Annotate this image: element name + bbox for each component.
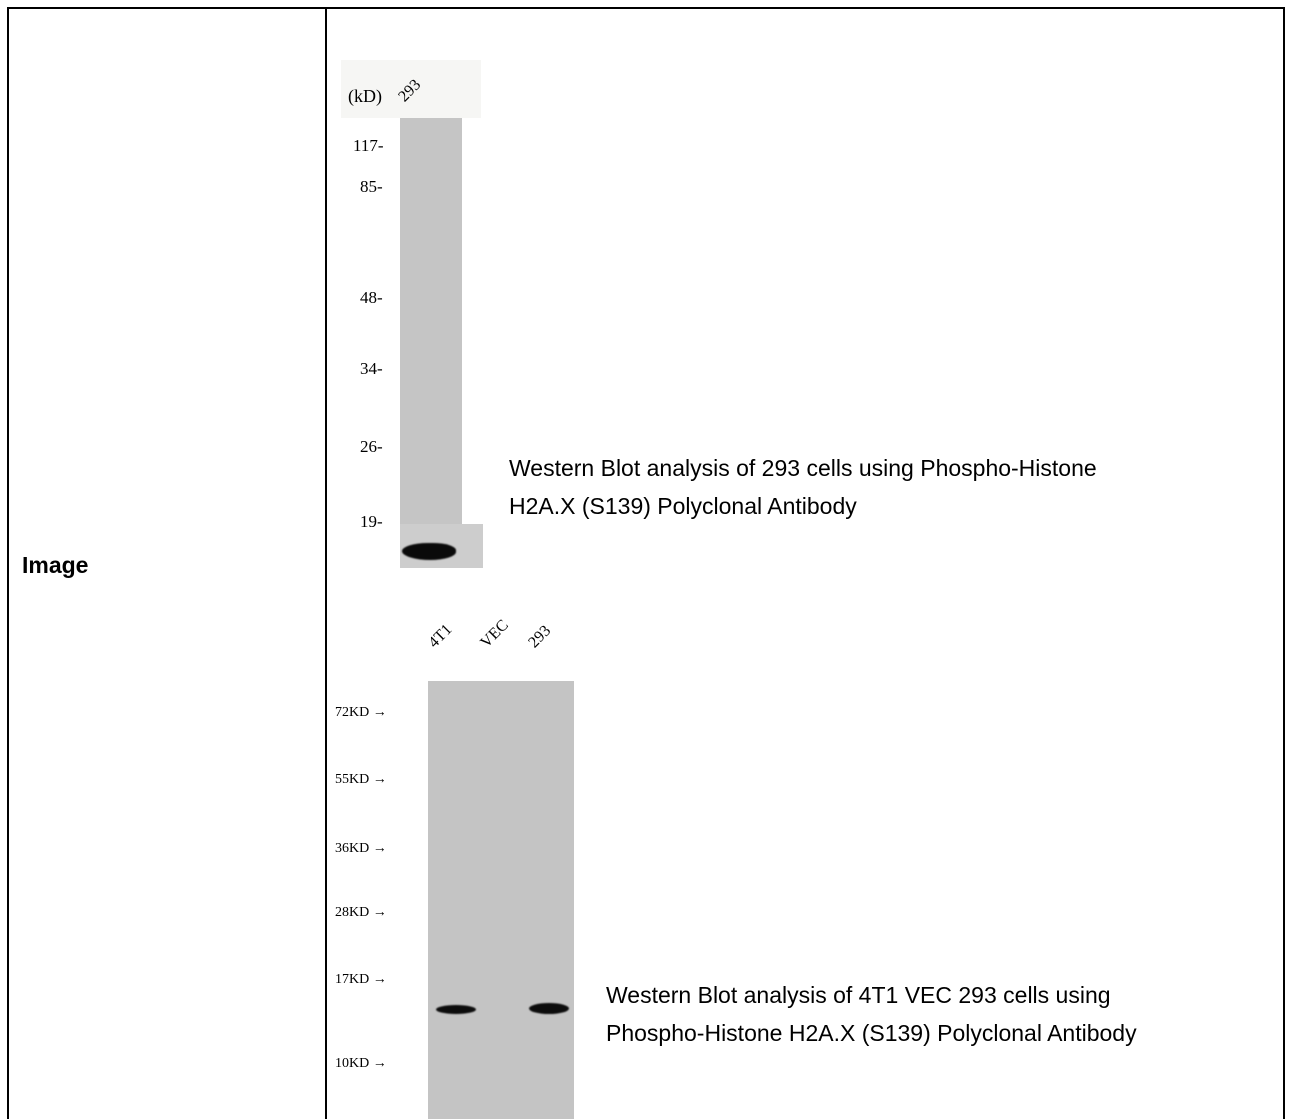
mw-marker: 48- bbox=[360, 288, 383, 307]
protein-band bbox=[436, 1005, 476, 1014]
mw-marker: 17KD → bbox=[335, 972, 387, 987]
mw-marker: 72KD → bbox=[335, 705, 387, 720]
mw-marker: 36KD → bbox=[335, 841, 387, 856]
western-blot-image-1: (kD) 293 117- 85- 48- 34- 26- 19- bbox=[327, 58, 487, 570]
table-border-left bbox=[7, 7, 9, 1119]
blot-caption-2: Western Blot analysis of 4T1 VEC 293 cel… bbox=[606, 976, 1137, 1052]
blot-membrane bbox=[400, 118, 462, 568]
caption-line: Western Blot analysis of 4T1 VEC 293 cel… bbox=[606, 982, 1111, 1008]
caption-line: Phospho-Histone H2A.X (S139) Polyclonal … bbox=[606, 1020, 1137, 1046]
column-divider-lower bbox=[325, 589, 327, 1119]
blot-membrane bbox=[428, 681, 574, 1119]
kd-header: (kD) bbox=[348, 86, 382, 106]
blot-header-background bbox=[341, 60, 481, 118]
mw-marker: 34- bbox=[360, 359, 383, 378]
blot-caption-1: Western Blot analysis of 293 cells using… bbox=[509, 449, 1097, 525]
mw-marker: 85- bbox=[360, 177, 383, 196]
column-divider-upper bbox=[325, 7, 327, 589]
lane-label: 4T1 bbox=[425, 621, 456, 652]
caption-line: Western Blot analysis of 293 cells using… bbox=[509, 455, 1097, 481]
lane-label: 293 bbox=[525, 622, 555, 652]
caption-line: H2A.X (S139) Polyclonal Antibody bbox=[509, 493, 857, 519]
protein-band bbox=[529, 1003, 569, 1014]
protein-band bbox=[402, 543, 456, 560]
table-border-top bbox=[7, 7, 1285, 9]
mw-marker: 10KD → bbox=[335, 1056, 387, 1071]
table-border-right bbox=[1283, 7, 1285, 1119]
lane-label: VEC bbox=[477, 616, 512, 652]
mw-marker: 19- bbox=[360, 512, 383, 531]
western-blot-image-2: 4T1 VEC 293 72KD → 55KD → 36KD → 28KD → … bbox=[327, 592, 587, 1119]
mw-marker: 117- bbox=[353, 136, 384, 155]
mw-marker: 55KD → bbox=[335, 772, 387, 787]
row-label: Image bbox=[22, 552, 89, 578]
mw-marker: 26- bbox=[360, 437, 383, 456]
mw-marker: 28KD → bbox=[335, 905, 387, 920]
